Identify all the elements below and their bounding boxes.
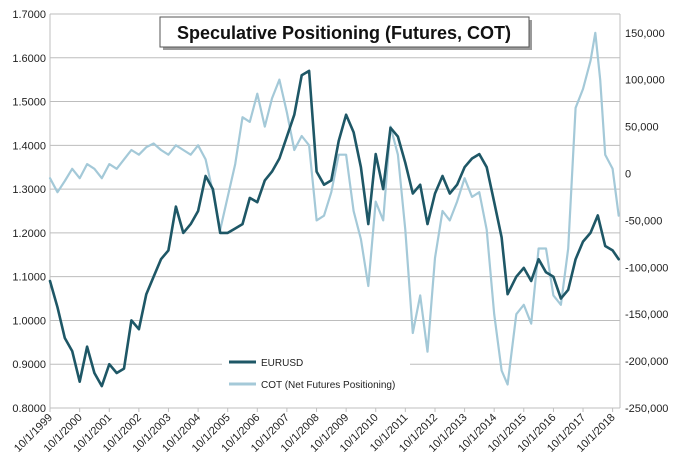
legend-box xyxy=(222,348,410,396)
y-left-tick-label: 1.0000 xyxy=(12,315,46,327)
series-layer xyxy=(48,31,621,388)
chart-title-frame xyxy=(159,16,530,48)
legend-label-eurusd: EURUSD xyxy=(261,358,303,369)
y-right-tick-label: -200,000 xyxy=(625,356,668,368)
y-left-tick-label: 0.9000 xyxy=(12,359,46,371)
y-left-tick-label: 1.2000 xyxy=(12,228,46,240)
chart-title-box: Speculative Positioning (Futures, COT) xyxy=(159,16,532,50)
y-left-tick-label: 1.7000 xyxy=(12,9,46,21)
legend-label-cot: COT (Net Futures Positioning) xyxy=(261,380,395,391)
series-line-cot xyxy=(48,31,620,386)
gridlines xyxy=(50,13,620,365)
y-left-tick-label: 1.6000 xyxy=(12,53,46,65)
y-left-tick-label: 1.4000 xyxy=(12,140,46,152)
y-left-tick-label: 0.8000 xyxy=(12,403,46,415)
y-right-tick-label: -100,000 xyxy=(625,262,668,274)
y-right-tick-label: 50,000 xyxy=(625,122,659,134)
y-left-tick-label: 1.3000 xyxy=(12,184,46,196)
y-right-tick-label: 150,000 xyxy=(625,28,665,40)
y-right-tick-label: 100,000 xyxy=(625,75,665,87)
y-right-tick-label: -50,000 xyxy=(625,215,662,227)
y-left-tick-label: 1.5000 xyxy=(12,97,46,109)
y-left-tick-label: 1.1000 xyxy=(12,272,46,284)
chart-title: Speculative Positioning (Futures, COT) xyxy=(177,23,511,43)
y-right-tick-label: -250,000 xyxy=(625,403,668,415)
y-right-tick-label: -150,000 xyxy=(625,309,668,321)
right-axis-ticks: -250,000 -200,000 -150,000 -100,000 -50,000 0… xyxy=(625,28,668,415)
y-right-tick-label: 0 xyxy=(625,168,631,180)
left-axis-ticks: 0.8000 0.9000 1.0000 1.1000 1.2000 1.3000 1.40… xyxy=(12,9,46,415)
legend: EURUSD COT (Net Futures Positioning) xyxy=(222,348,410,396)
series-line-eurusd xyxy=(48,69,621,388)
